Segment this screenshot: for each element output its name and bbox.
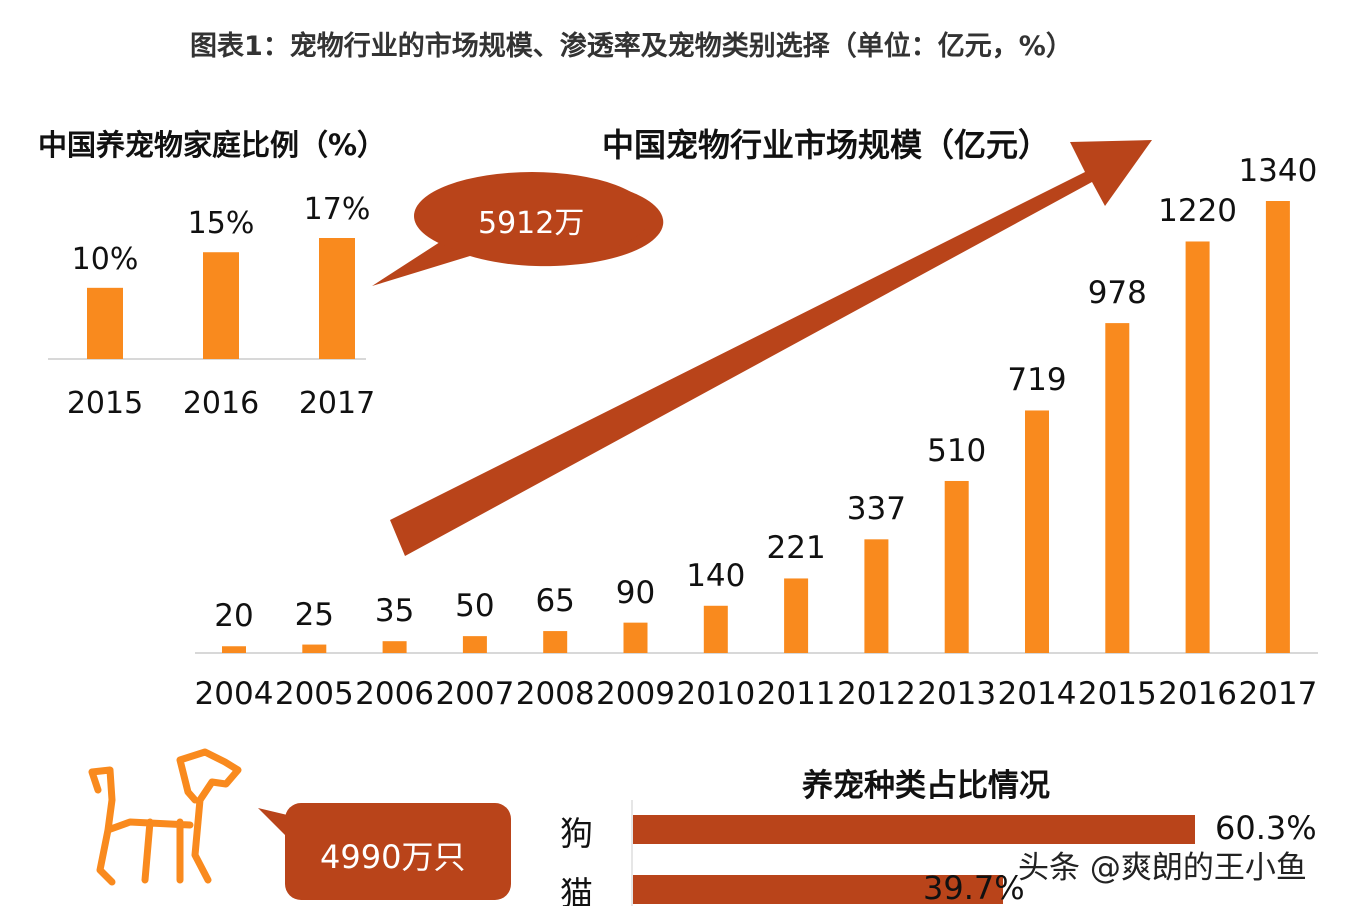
data-label: 60.3%: [1214, 809, 1317, 847]
category-label: 猫: [560, 874, 593, 906]
data-label: 65: [535, 583, 575, 620]
data-label: 39.7%: [923, 869, 1025, 906]
tick-label: 2016: [1158, 676, 1238, 712]
tick-label: 2006: [355, 676, 435, 712]
data-label: 25: [294, 596, 335, 633]
tick-label: 2015: [1077, 676, 1157, 712]
pet-type-chart-title: 养宠种类占比情况: [802, 768, 1050, 804]
bar-2010: [703, 605, 728, 653]
tick-label: 2017: [298, 386, 376, 421]
data-label: 35: [374, 593, 415, 630]
watermark-text: 头条 @爽朗的王小鱼: [1018, 850, 1307, 886]
dog-icon: [88, 748, 242, 886]
page-title: 图表1：宠物行业的市场规模、渗透率及宠物类别选择（单位：亿元，%）: [190, 31, 1073, 62]
tick-label: 2016: [182, 386, 260, 421]
data-label: 20: [214, 598, 254, 635]
tick-label: 2013: [917, 676, 997, 712]
data-label: 90: [615, 574, 656, 611]
bar-2017: [1265, 201, 1290, 653]
callout-households-label: 5912万: [478, 206, 585, 241]
bar-2005: [302, 644, 327, 653]
data-label: 510: [927, 432, 987, 469]
bar-2016: [203, 252, 239, 359]
category-label: 狗: [560, 814, 593, 853]
bar-猫: [633, 875, 1004, 904]
bar-2008: [543, 631, 568, 653]
data-label: 140: [686, 557, 746, 594]
bar-2009: [623, 622, 648, 653]
tick-label: 2009: [596, 676, 675, 712]
data-label: 1220: [1158, 193, 1238, 230]
bar-2016: [1185, 241, 1210, 654]
tick-label: 2007: [435, 676, 515, 712]
bar-2004: [222, 646, 246, 653]
bar-2007: [462, 636, 487, 653]
market-chart-title: 中国宠物行业市场规模（亿元）: [602, 126, 1051, 164]
tick-label: 2012: [836, 676, 916, 712]
callout-pets-label: 4990万只: [320, 838, 466, 876]
data-label: 719: [1007, 362, 1067, 399]
data-label: 978: [1087, 275, 1147, 312]
data-label: 10%: [71, 241, 139, 277]
bar-2015: [1105, 323, 1130, 653]
bar-狗: [633, 815, 1195, 844]
tick-label: 2005: [274, 676, 354, 712]
cagr-arrow: [390, 140, 1152, 556]
tick-label: 2011: [756, 676, 836, 712]
data-label: 17%: [303, 192, 371, 227]
data-label: 221: [766, 530, 826, 567]
household-chart-title: 中国养宠物家庭比例（%）: [38, 128, 387, 162]
tick-label: 2017: [1238, 676, 1318, 712]
tick-label: 2015: [66, 386, 144, 421]
data-label: 337: [846, 491, 906, 528]
tick-label: 2014: [997, 676, 1077, 712]
data-label: 1340: [1238, 153, 1318, 189]
bar-2015: [87, 287, 123, 359]
bar-2017: [319, 238, 355, 359]
callout-ellipse: [414, 172, 650, 260]
bar-2012: [864, 539, 889, 653]
tick-label: 2008: [515, 676, 595, 712]
tick-label: 2010: [676, 676, 756, 712]
bar-2011: [784, 578, 809, 653]
data-label: 50: [455, 588, 495, 625]
bar-2013: [944, 480, 969, 653]
tick-label: 2004: [194, 676, 274, 712]
callout-rect: [285, 803, 511, 900]
data-label: 15%: [187, 206, 255, 242]
bar-2006: [382, 641, 407, 653]
bar-2014: [1025, 410, 1049, 653]
